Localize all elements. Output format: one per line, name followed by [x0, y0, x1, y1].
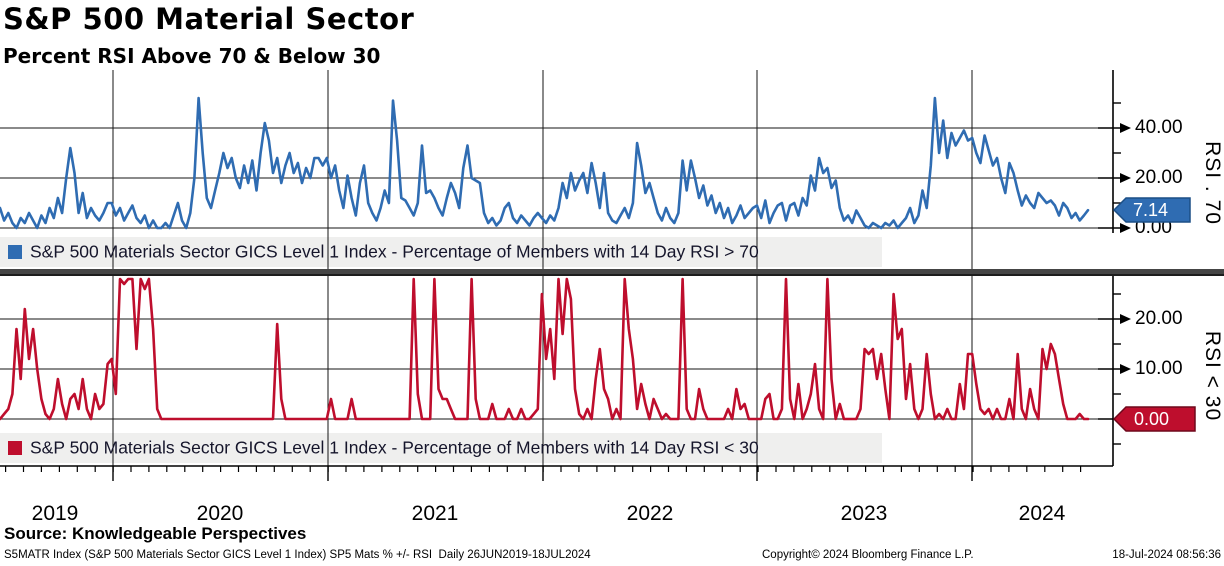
rsi-below-30-chart[interactable]: 2019 2020 2021 2022 2023 2024 20.00 10.0… — [0, 276, 1224, 526]
year-2022: 2022 — [627, 502, 674, 525]
footer-ticker-info: S5MATR Index (S&P 500 Materials Sector G… — [4, 549, 591, 561]
last-value-label-blue: 7.14 — [1133, 200, 1168, 220]
year-2023: 2023 — [841, 502, 888, 525]
axis-side-label-top: RSI . 70 — [1201, 141, 1224, 225]
legend-bg-top — [0, 237, 882, 267]
legend-swatch-red — [8, 441, 22, 455]
panel-divider-edge — [0, 274, 1224, 276]
footer-copyright: Copyright© 2024 Bloomberg Finance L.P. — [762, 549, 974, 561]
ytick-40: 40.00 — [1135, 117, 1183, 138]
last-value-badge-red: 0.00 — [1112, 406, 1196, 432]
ytick-20: 20.00 — [1135, 167, 1183, 188]
year-2024: 2024 — [1019, 502, 1066, 525]
year-labels: 2019 2020 2021 2022 2023 2024 — [32, 502, 1066, 525]
right-axis-labels-bottom: 20.00 10.00 — [1135, 308, 1183, 379]
page-subtitle: Percent RSI Above 70 & Below 30 — [3, 44, 381, 68]
axis-side-label-bottom: RSI < 30 — [1201, 331, 1224, 421]
page-title: S&P 500 Material Sector — [3, 2, 415, 36]
right-axis-ticks-top — [1098, 102, 1131, 233]
legend-top: S&P 500 Materials Sector GICS Level 1 In… — [8, 242, 759, 262]
last-value-badge-blue: 7.14 — [1112, 197, 1191, 223]
rsi-above-70-chart[interactable]: 40.00 20.00 0.00 7.14 RSI . 70 S&P 500 M… — [0, 70, 1224, 276]
rsi-below-30-line — [0, 277, 1090, 421]
rsi-above-70-line — [0, 96, 1090, 230]
legend-bottom: S&P 500 Materials Sector GICS Level 1 In… — [8, 438, 759, 458]
footer-timestamp: 18-Jul-2024 08:56:36 — [1112, 549, 1221, 561]
ytick-b20: 20.00 — [1135, 308, 1183, 329]
year-2019: 2019 — [32, 502, 79, 525]
last-value-label-red: 0.00 — [1134, 409, 1169, 429]
ytick-b10: 10.00 — [1135, 358, 1183, 379]
year-2020: 2020 — [197, 502, 244, 525]
source-line: Source: Knowledgeable Perspectives — [4, 524, 307, 543]
legend-bg-bottom — [0, 433, 882, 463]
legend-label-top: S&P 500 Materials Sector GICS Level 1 In… — [30, 242, 759, 262]
legend-swatch-blue — [8, 245, 22, 259]
year-2021: 2021 — [412, 502, 459, 525]
year-ticks — [112, 466, 973, 481]
legend-label-bottom: S&P 500 Materials Sector GICS Level 1 In… — [30, 438, 759, 458]
panel-divider — [0, 269, 1224, 276]
